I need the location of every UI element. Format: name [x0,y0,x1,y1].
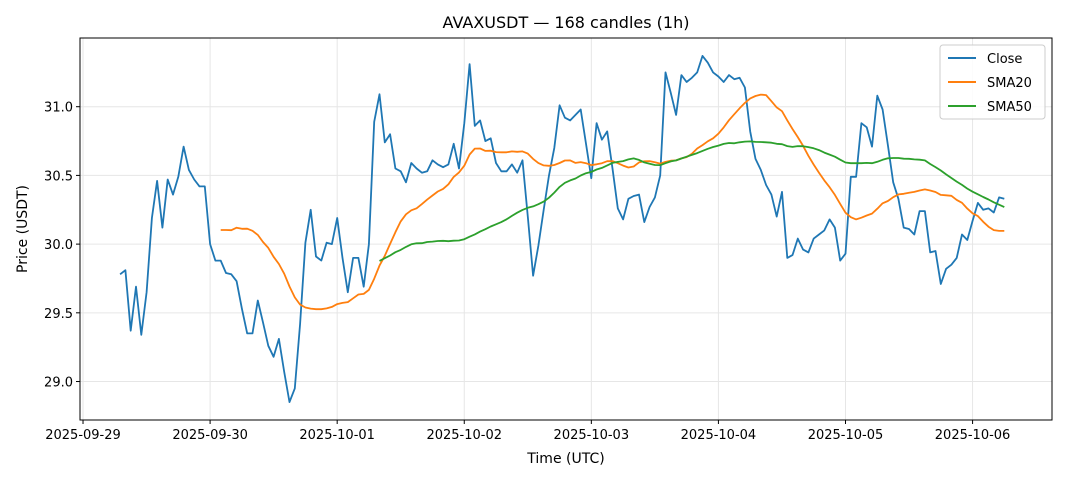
y-axis: 29.0 29.5 30.0 30.5 31.0 [44,101,80,391]
y-axis-label: Price (USDT) [15,185,31,273]
y-tick-label: 29.5 [44,307,73,322]
x-tick-label: 2025-10-04 [681,428,757,443]
legend-box [939,44,1046,120]
series-close-line [119,55,1005,403]
legend-label-sma50: SMA50 [987,100,1032,115]
y-tick-label: 30.0 [44,238,73,253]
x-tick-label: 2025-09-29 [45,428,121,443]
plot-frame [79,37,1053,421]
legend-label-close: Close [987,52,1022,67]
x-tick-label: 2025-10-06 [935,428,1011,443]
chart-title: AVAXUSDT — 168 candles (1h) [443,13,690,32]
x-tick-label: 2025-10-05 [808,428,884,443]
x-tick-label: 2025-09-30 [172,428,248,443]
legend: Close SMA20 SMA50 [939,44,1046,120]
x-axis-label: Time (UTC) [526,451,604,467]
series-sma20-line [220,93,1005,311]
x-tick-label: 2025-10-02 [426,428,502,443]
x-tick-label: 2025-10-03 [554,428,630,443]
series-sma50-line [379,140,1005,262]
y-tick-label: 30.5 [44,169,73,184]
x-axis: 2025-09-29 2025-09-30 2025-10-01 2025-10-02… [45,420,1010,443]
series-lines [119,55,1005,403]
grid [80,38,1052,420]
y-tick-label: 29.0 [44,376,73,391]
y-tick-label: 31.0 [44,101,73,116]
legend-label-sma20: SMA20 [987,76,1032,91]
x-tick-label: 2025-10-01 [299,428,375,443]
